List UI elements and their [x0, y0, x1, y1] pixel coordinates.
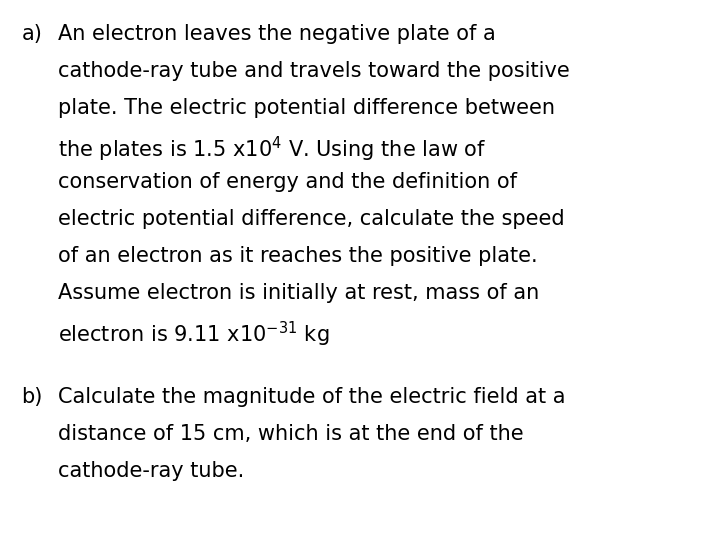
Text: electron is 9.11 x10$^{-31}$ kg: electron is 9.11 x10$^{-31}$ kg: [58, 320, 329, 349]
Text: Assume electron is initially at rest, mass of an: Assume electron is initially at rest, ma…: [58, 283, 539, 303]
Text: An electron leaves the negative plate of a: An electron leaves the negative plate of…: [58, 24, 495, 44]
Text: cathode-ray tube.: cathode-ray tube.: [58, 461, 244, 481]
Text: electric potential difference, calculate the speed: electric potential difference, calculate…: [58, 210, 564, 230]
Text: b): b): [22, 387, 43, 407]
Text: the plates is 1.5 x10$^{4}$ V. Using the law of: the plates is 1.5 x10$^{4}$ V. Using the…: [58, 136, 486, 165]
Text: cathode-ray tube and travels toward the positive: cathode-ray tube and travels toward the …: [58, 62, 570, 82]
Text: plate. The electric potential difference between: plate. The electric potential difference…: [58, 98, 554, 118]
Text: of an electron as it reaches the positive plate.: of an electron as it reaches the positiv…: [58, 246, 537, 266]
Text: conservation of energy and the definition of: conservation of energy and the definitio…: [58, 172, 517, 192]
Text: Calculate the magnitude of the electric field at a: Calculate the magnitude of the electric …: [58, 387, 565, 407]
Text: distance of 15 cm, which is at the end of the: distance of 15 cm, which is at the end o…: [58, 424, 523, 444]
Text: a): a): [22, 24, 42, 44]
